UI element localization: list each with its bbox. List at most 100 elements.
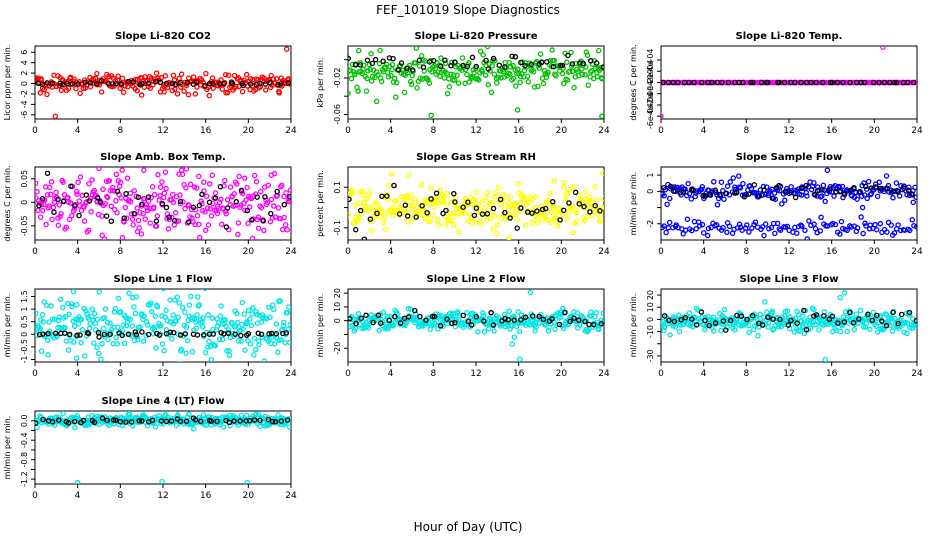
data-point xyxy=(40,319,46,325)
data-point xyxy=(181,88,187,94)
data-point xyxy=(257,188,264,195)
data-point xyxy=(361,236,368,240)
data-point xyxy=(203,70,209,77)
data-point xyxy=(901,185,907,191)
data-point xyxy=(426,80,433,86)
data-point xyxy=(528,61,535,68)
data-point xyxy=(800,313,806,320)
data-point xyxy=(820,79,826,86)
data-point xyxy=(123,190,129,197)
y-tick-label: 2e-04 xyxy=(646,60,655,83)
data-point xyxy=(134,87,140,94)
data-point xyxy=(169,214,175,221)
panel-y-axis-label: degrees C per min. xyxy=(629,44,638,120)
data-point xyxy=(661,313,668,319)
data-point xyxy=(379,193,385,199)
data-point xyxy=(186,302,193,308)
data-point xyxy=(409,67,416,73)
data-point xyxy=(348,196,352,203)
x-tick-label: 20 xyxy=(556,247,568,257)
y-tick-label: -0.8 xyxy=(20,452,29,468)
data-point xyxy=(412,60,419,66)
data-point xyxy=(352,62,359,68)
data-point xyxy=(593,309,599,316)
data-point xyxy=(64,80,71,87)
data-point xyxy=(670,188,677,194)
data-point xyxy=(597,208,603,214)
data-point xyxy=(235,338,242,344)
data-point xyxy=(451,311,457,317)
x-tick-label: 8 xyxy=(430,369,436,379)
data-point xyxy=(190,204,197,211)
data-point xyxy=(704,232,711,239)
outlier-point xyxy=(859,204,866,211)
data-point xyxy=(483,195,489,201)
data-point xyxy=(158,322,164,329)
data-point xyxy=(271,341,278,347)
y-tick-label: 4 xyxy=(20,60,29,65)
data-point xyxy=(154,213,161,219)
data-point xyxy=(434,216,441,223)
data-point xyxy=(104,319,111,326)
panel-2: Slope Li-820 Pressure kPa per min. 0 4 8 12 16… xyxy=(316,31,610,136)
data-point xyxy=(177,198,184,205)
data-point xyxy=(139,201,145,208)
data-point xyxy=(172,81,179,88)
data-point xyxy=(120,322,127,328)
data-point xyxy=(710,178,717,185)
data-point xyxy=(96,334,102,340)
data-point xyxy=(252,346,259,353)
data-point xyxy=(702,193,709,199)
data-point xyxy=(727,179,733,185)
data-point xyxy=(119,75,126,82)
data-point xyxy=(193,79,200,85)
data-point xyxy=(893,79,900,86)
data-point xyxy=(713,222,720,228)
data-point xyxy=(274,188,280,195)
x-tick-label: 20 xyxy=(556,369,568,379)
data-point xyxy=(102,306,109,312)
outlier-point xyxy=(600,170,604,176)
data-point xyxy=(190,426,197,432)
data-point xyxy=(55,196,61,203)
data-point xyxy=(372,74,378,81)
y-tick-label: -1.2 xyxy=(20,471,29,487)
data-point xyxy=(200,315,206,321)
data-point xyxy=(493,231,500,237)
data-point xyxy=(429,68,435,75)
data-point xyxy=(355,88,361,95)
data-point xyxy=(914,322,917,329)
data-point xyxy=(872,221,878,228)
x-tick-label: 16 xyxy=(826,126,838,136)
outlier-point xyxy=(595,47,602,54)
data-point xyxy=(160,194,167,201)
data-point xyxy=(210,331,217,337)
data-point xyxy=(895,320,901,327)
data-point xyxy=(819,187,825,193)
data-point xyxy=(764,309,770,316)
x-tick-label: 8 xyxy=(743,369,749,379)
data-point xyxy=(348,75,355,82)
x-tick-label: 12 xyxy=(157,247,168,257)
data-point xyxy=(661,327,667,334)
data-point xyxy=(128,419,135,425)
data-point xyxy=(864,195,870,202)
data-point xyxy=(377,47,383,54)
data-point xyxy=(189,348,196,355)
data-point xyxy=(225,72,232,79)
data-point xyxy=(772,230,778,237)
data-point xyxy=(118,81,125,87)
data-point xyxy=(837,328,844,335)
data-point xyxy=(40,331,46,337)
data-point xyxy=(172,209,179,216)
data-point xyxy=(803,182,809,189)
data-point xyxy=(109,81,116,87)
data-point xyxy=(794,320,800,326)
data-point xyxy=(131,304,137,310)
data-point xyxy=(447,218,453,224)
data-point xyxy=(186,411,192,417)
data-point xyxy=(471,70,477,76)
data-point xyxy=(807,325,814,331)
data-point xyxy=(559,70,566,77)
data-point xyxy=(459,55,466,61)
